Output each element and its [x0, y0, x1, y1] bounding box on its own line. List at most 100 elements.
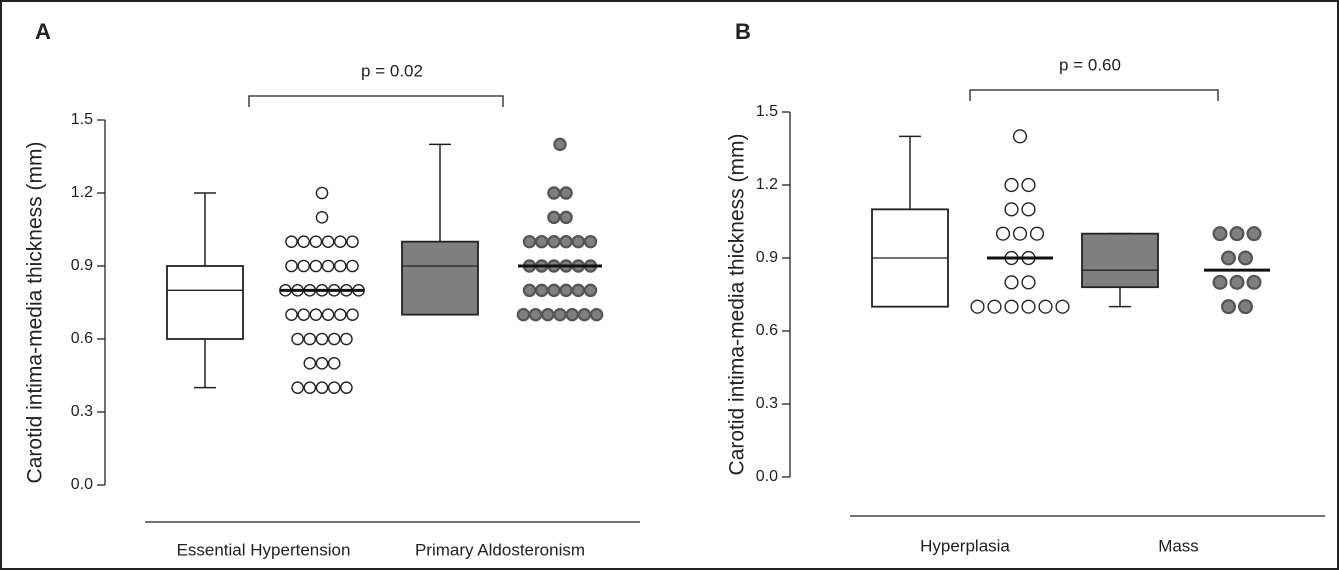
y-tick-label: 1.2: [71, 184, 93, 201]
data-dot: [516, 307, 531, 322]
data-dot: [1229, 226, 1245, 242]
box: [166, 265, 244, 340]
data-dot: [589, 307, 604, 322]
box: [401, 240, 479, 316]
data-dot: [1237, 250, 1253, 266]
data-dot: [309, 235, 323, 248]
data-dot: [559, 186, 573, 200]
data-dot: [995, 226, 1011, 241]
data-dot: [1012, 129, 1028, 144]
data-dot: [340, 332, 353, 346]
data-dot: [297, 308, 311, 321]
data-dot: [285, 308, 298, 321]
data-dot: [577, 307, 592, 322]
significance-bracket: [248, 95, 504, 107]
y-axis-label: Carotid intima-media thickness (mm): [24, 142, 47, 484]
data-dot: [309, 259, 323, 273]
data-dot: [553, 137, 567, 152]
p-value-annotation: p = 0.60: [1059, 55, 1121, 74]
data-dot: [541, 307, 555, 322]
data-dot: [309, 308, 323, 321]
y-tick-label: 1.2: [756, 176, 778, 193]
data-dot: [291, 381, 304, 394]
data-dot: [970, 299, 985, 314]
data-dot: [346, 308, 359, 321]
y-tick-label: 0.3: [756, 395, 778, 412]
data-dot: [559, 234, 573, 249]
data-dot: [522, 234, 537, 249]
y-tick-label: 0.3: [71, 403, 93, 420]
data-dot: [297, 259, 311, 273]
data-dot: [303, 357, 317, 370]
data-dot: [285, 259, 298, 273]
data-dot: [346, 235, 359, 248]
y-tick-label: 0.6: [71, 330, 93, 347]
data-dot: [1004, 202, 1019, 217]
data-dot: [321, 259, 335, 273]
data-dot: [333, 235, 347, 248]
y-tick-label: 0.6: [756, 322, 778, 339]
data-dot: [547, 186, 561, 200]
data-dot: [583, 283, 598, 298]
data-dot: [1004, 275, 1019, 290]
data-dot: [315, 357, 329, 370]
data-dot: [285, 235, 298, 248]
data-dot: [1021, 202, 1036, 217]
data-dot: [1246, 226, 1262, 242]
data-dot: [1021, 299, 1036, 314]
box: [1081, 232, 1159, 289]
data-dot: [1029, 226, 1045, 241]
y-tick-label: 0.0: [71, 476, 93, 493]
data-dot: [303, 332, 317, 346]
data-dot: [522, 283, 537, 298]
data-dot: [297, 235, 311, 248]
data-dot: [327, 381, 341, 394]
significance-bracket: [969, 89, 1219, 101]
y-tick-label: 0.9: [71, 257, 93, 274]
data-dot: [1212, 274, 1228, 290]
category-label: Mass: [1158, 536, 1199, 555]
data-dot: [571, 234, 586, 249]
p-value-annotation: p = 0.02: [361, 61, 423, 80]
data-dot: [1237, 299, 1253, 315]
data-dot: [303, 381, 317, 394]
data-dot: [535, 283, 549, 298]
data-dot: [547, 210, 561, 225]
data-dot: [315, 211, 329, 224]
panel-label: B: [735, 19, 751, 44]
y-tick-label: 0.0: [756, 468, 778, 485]
data-dot: [1004, 177, 1019, 193]
data-dot: [327, 332, 341, 346]
y-tick-label: 0.9: [756, 249, 778, 266]
data-dot: [333, 259, 347, 273]
data-dot: [1212, 226, 1228, 242]
category-label: Hyperplasia: [920, 536, 1010, 555]
data-dot: [327, 357, 341, 370]
data-dot: [1004, 299, 1019, 314]
y-axis-label: Carotid intima-media thickness (mm): [726, 134, 749, 476]
data-dot: [315, 332, 329, 346]
data-dot: [291, 332, 304, 346]
data-dot: [1021, 275, 1036, 290]
category-label: Essential Hypertension: [177, 540, 351, 559]
data-dot: [315, 186, 329, 200]
data-dot: [1038, 299, 1053, 314]
data-dot: [583, 234, 598, 249]
data-dot: [1055, 299, 1070, 314]
data-dot: [315, 381, 329, 394]
data-dot: [547, 234, 561, 249]
data-dot: [321, 308, 335, 321]
data-dot: [1012, 226, 1028, 241]
data-dot: [1229, 274, 1245, 290]
panel-label: A: [35, 19, 51, 44]
data-dot: [547, 283, 561, 298]
y-tick-label: 1.5: [71, 111, 93, 128]
data-dot: [553, 307, 567, 322]
data-dot: [565, 307, 579, 322]
data-dot: [321, 235, 335, 248]
data-dot: [1021, 177, 1036, 193]
data-dot: [333, 308, 347, 321]
data-dot: [559, 283, 573, 298]
data-dot: [528, 307, 543, 322]
